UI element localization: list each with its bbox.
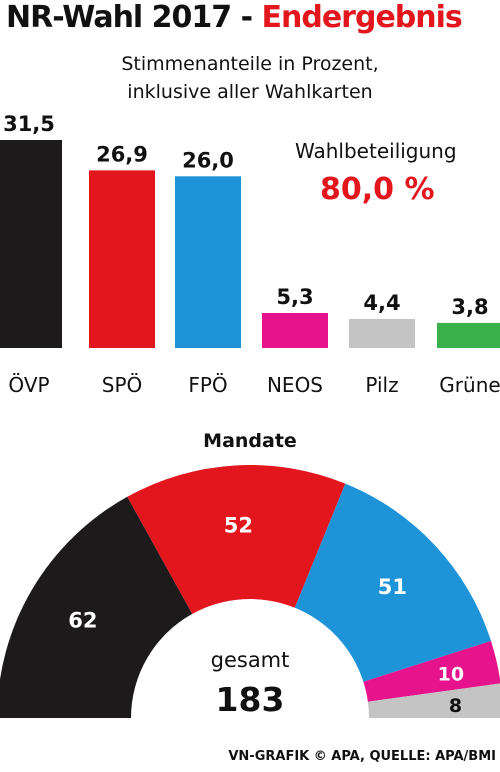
- bar-value-gruene: 3,8: [451, 295, 488, 319]
- seat-segment-oevp: [0, 496, 193, 718]
- bar-gruene: [437, 322, 500, 348]
- bar-value-spoe: 26,9: [96, 142, 148, 166]
- bar-value-neos: 5,3: [276, 285, 313, 309]
- category-label-oevp: ÖVP: [8, 373, 49, 397]
- subtitle-line-2: inklusive aller Wahlkarten: [127, 81, 373, 103]
- bar-value-oevp: 31,5: [3, 112, 55, 136]
- bar-spoe: [89, 170, 155, 348]
- seat-segment-pilz: [367, 683, 500, 718]
- seat-label-spoe: 52: [224, 513, 253, 537]
- seat-segment-spoe: [127, 465, 346, 614]
- bar-neos: [262, 313, 328, 348]
- seat-segment-neos: [363, 641, 500, 702]
- category-label-pilz: Pilz: [365, 373, 398, 397]
- bar-fpoe: [175, 176, 241, 348]
- source-credit: VN-GRAFIK © APA, QUELLE: APA/BMI: [228, 749, 496, 764]
- bar-pilz: [349, 318, 415, 348]
- seat-segment-fpoe: [294, 483, 492, 682]
- seat-label-oevp: 62: [68, 609, 97, 633]
- bar-value-fpoe: 26,0: [182, 148, 234, 172]
- title-accent: Endergebnis: [261, 0, 463, 35]
- seat-label-fpoe: 51: [378, 575, 407, 599]
- title-main: NR-Wahl 2017 -: [6, 0, 262, 35]
- turnout-label: Wahlbeteiligung: [295, 139, 457, 163]
- seat-label-pilz: 8: [449, 695, 462, 717]
- category-label-spoe: SPÖ: [102, 373, 143, 397]
- chart-title: NR-Wahl 2017 - Endergebnis: [6, 0, 463, 35]
- category-label-fpoe: FPÖ: [188, 373, 227, 397]
- seats-total-label: gesamt: [210, 648, 290, 672]
- category-label-gruene: Grüne: [439, 373, 500, 397]
- category-label-neos: NEOS: [267, 373, 323, 397]
- bar-value-pilz: 4,4: [363, 291, 400, 315]
- seats-title: Mandate: [203, 430, 297, 452]
- seat-label-neos: 10: [438, 663, 464, 685]
- vote-share-bar-chart: 31,5 ÖVP 26,9 SPÖ 26,0 FPÖ 5,3 NEOS 4,4 Pilz 3,8 Gr…: [0, 112, 500, 397]
- turnout-value: 80,0 %: [320, 172, 435, 207]
- bar-oevp: [0, 140, 62, 348]
- subtitle-line-1: Stimmenanteile in Prozent,: [121, 53, 379, 75]
- seats-total-value: 183: [215, 680, 285, 719]
